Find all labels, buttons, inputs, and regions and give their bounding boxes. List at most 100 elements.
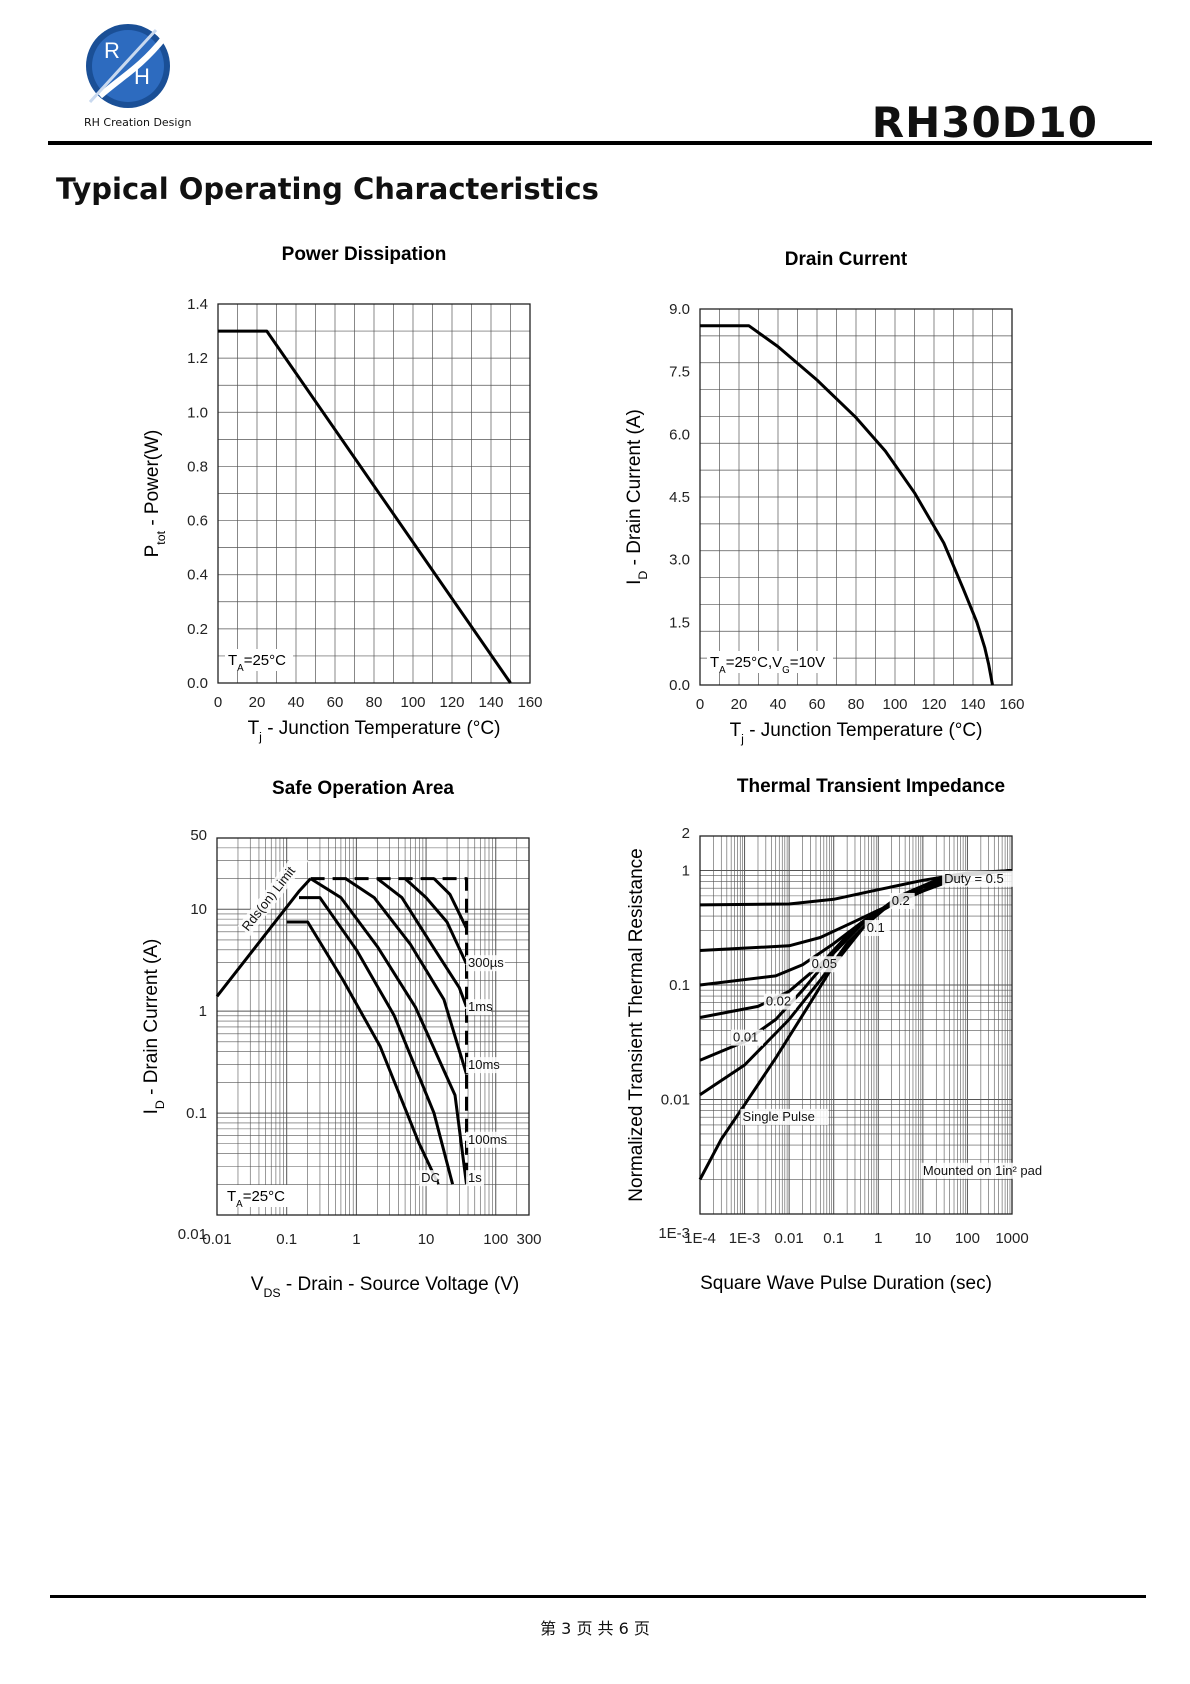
x-tick-label: 140	[478, 694, 503, 711]
curve-label: 0.2	[889, 892, 915, 909]
curve-label-text: Duty = 0.5	[944, 871, 1004, 886]
curve-label-text: 1s	[468, 1170, 482, 1185]
y-tick-label: 0.4	[187, 567, 208, 584]
chart-title: Power Dissipation	[282, 244, 447, 265]
condition-annotation: TA=25°C,VG=10V	[707, 651, 833, 676]
x-axis-label: Tj - Junction Temperature (°C)	[730, 720, 983, 746]
y-tick-label: 1.0	[187, 404, 208, 421]
curve-label-text: 0.1	[867, 920, 885, 935]
curve-label-bg	[419, 1170, 438, 1187]
annotation-text: TA=25°C	[228, 652, 286, 674]
chart-power: Power Dissipation 0 20 40 60 80 100 120 140 160 0.…	[142, 244, 543, 744]
y-axis-label: Ptot - Power(W)	[142, 430, 168, 558]
y-tick-label: 50	[190, 827, 207, 844]
annotation-bg	[707, 651, 833, 673]
x-tick-label: 1	[874, 1230, 882, 1247]
grid-thermal	[699, 835, 1013, 1215]
x-tick-label: 100	[882, 696, 907, 713]
logo-letter-h: H	[134, 64, 150, 89]
curve-label-bg	[920, 1162, 1058, 1179]
y-tick-label: 1	[682, 862, 690, 879]
curve-label-bg	[740, 1108, 829, 1125]
logo-icon: R H	[86, 24, 170, 108]
tick-labels-power: 0 20 40 60 80 100 120 140 160 0.0 0.2 0.4 0.6 0.8 1.0 1…	[187, 296, 542, 711]
x-tick-label: 1	[352, 1231, 360, 1248]
plot-frame	[216, 837, 530, 1216]
curve-label-text: 0.01	[733, 1030, 758, 1045]
x-tick-label: 80	[366, 694, 383, 711]
curve-label-text: 10ms	[468, 1057, 500, 1072]
y-tick-label: 0.0	[669, 677, 690, 694]
logo-caption: RH Creation Design	[84, 116, 192, 129]
grid-power	[217, 303, 531, 684]
curve-label-bg	[763, 993, 796, 1010]
page-title: Typical Operating Characteristics	[56, 172, 599, 206]
x-tick-label: 0.01	[202, 1231, 231, 1248]
y-tick-label: 4.5	[669, 489, 690, 506]
x-tick-label: 140	[960, 696, 985, 713]
x-tick-label: 10	[418, 1231, 435, 1248]
x-tick-label: 40	[288, 694, 305, 711]
curve-label-bg	[466, 999, 492, 1016]
chart-title: Thermal Transient Impedance	[737, 776, 1005, 797]
footer-divider	[50, 1595, 1146, 1598]
y-tick-label: 1.5	[669, 614, 690, 631]
y-tick-label: 9.0	[669, 301, 690, 318]
series-line	[698, 869, 1013, 1181]
curve-label: 0.02	[763, 993, 796, 1010]
series-line	[376, 877, 468, 1008]
y-axis-label: ID - Drain Current (A)	[141, 939, 167, 1115]
x-tick-label: 0.1	[823, 1230, 844, 1247]
x-tick-label: 160	[999, 696, 1024, 713]
curve-label-bg	[466, 1131, 506, 1148]
curve-label: 0.05	[809, 956, 842, 973]
x-tick-label: 100	[483, 1231, 508, 1248]
curve-label-bg	[730, 1029, 763, 1046]
curve-label: 300µs	[466, 955, 506, 972]
grid-drain	[699, 308, 1013, 686]
header-divider	[48, 141, 1152, 145]
x-tick-label: 0.01	[775, 1230, 804, 1247]
series-line	[299, 896, 455, 1185]
y-tick-label: 2	[682, 825, 690, 842]
dashed-limit-line	[310, 877, 468, 1185]
y-tick-label: 0.1	[186, 1105, 207, 1122]
curve-label-text: 0.02	[766, 994, 791, 1009]
curve-label-text: 0.05	[812, 956, 837, 971]
curve-label-text: 0.2	[892, 893, 910, 908]
plot-frame	[217, 303, 531, 684]
condition-annotation: TA=25°C	[225, 649, 293, 674]
x-tick-label: 1E-4	[684, 1230, 716, 1247]
annotation-bg	[225, 649, 293, 671]
x-tick-label: 300	[516, 1231, 541, 1248]
y-tick-label: 0.01	[661, 1091, 690, 1108]
series-soa	[215, 877, 468, 1185]
annotation-text: TA=25°C,VG=10V	[710, 654, 825, 676]
series-line	[309, 877, 468, 1185]
y-tick-label: 1.4	[187, 296, 208, 313]
y-tick-label: 1E-3	[658, 1225, 690, 1242]
x-tick-label: 60	[809, 696, 826, 713]
curve-label: Mounted on 1in² pad	[920, 1162, 1058, 1179]
y-tick-label: 7.5	[669, 364, 690, 381]
series-line	[215, 877, 312, 998]
tick-labels-drain: 0 20 40 60 80 100 120 140 160 0.0 1.5 3.0 4.5 6.0 7.5 9…	[669, 301, 1024, 713]
y-tick-label: 6.0	[669, 426, 690, 443]
y-tick-label: 0.6	[187, 513, 208, 530]
curve-label-text: Single Pulse	[743, 1109, 815, 1124]
x-axis-label: Tj - Junction Temperature (°C)	[248, 718, 501, 744]
x-tick-label: 40	[770, 696, 787, 713]
curve-label-text: 1ms	[468, 999, 493, 1014]
series-line	[218, 329, 512, 684]
condition-annotation: TA=25°C	[224, 1185, 292, 1210]
x-tick-label: 60	[327, 694, 344, 711]
curve-label: 0.1	[864, 920, 890, 937]
x-tick-label: 100	[955, 1230, 980, 1247]
curve-label-bg	[466, 955, 506, 972]
curve-label: 0.01	[730, 1029, 763, 1046]
series-power	[218, 329, 512, 684]
y-tick-label: 0.1	[669, 977, 690, 994]
